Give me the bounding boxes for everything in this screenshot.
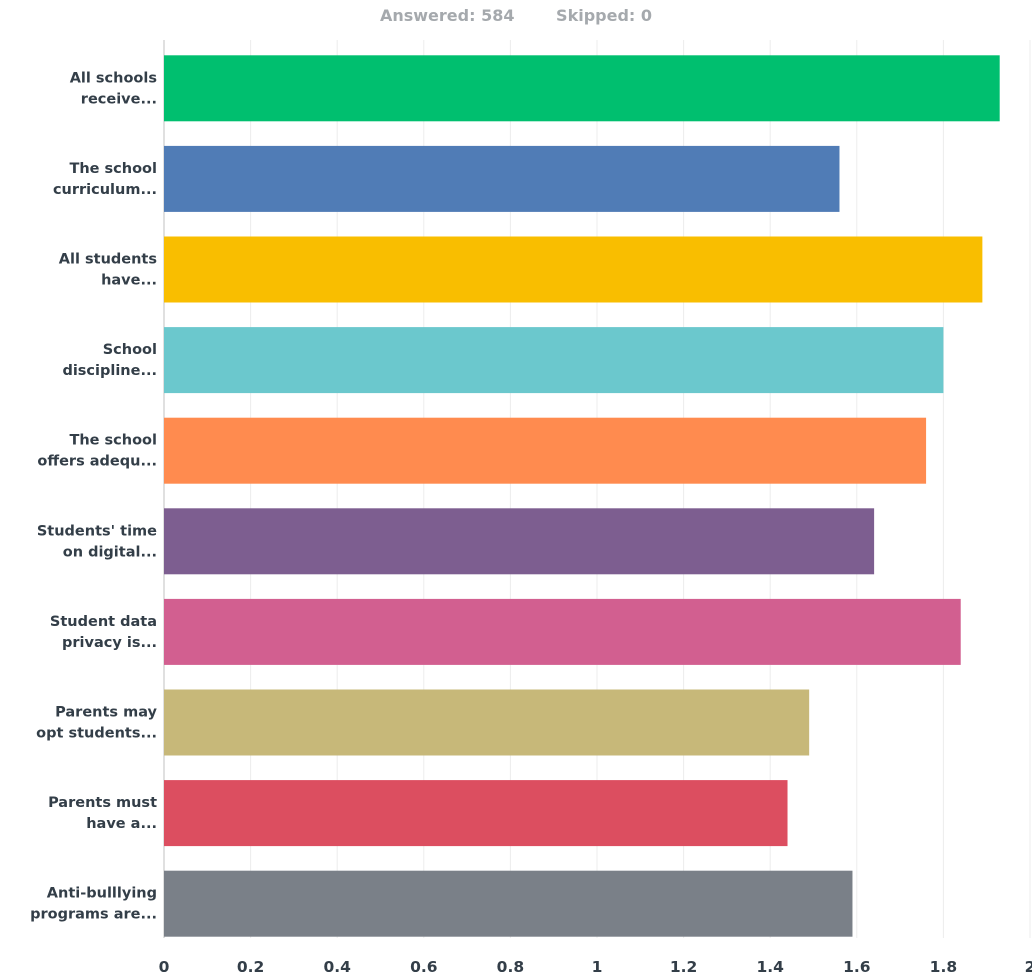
category-label: discipline...: [62, 363, 157, 379]
category-label: The school: [69, 161, 157, 177]
category-label: All schools: [70, 70, 157, 86]
x-tick-label: 0.2: [237, 958, 264, 976]
bar: [164, 417, 927, 484]
category-labels: All schools receive... The school curriculu…: [30, 70, 157, 922]
bar: [164, 598, 961, 665]
category-label: Students' time: [37, 523, 157, 539]
bar: [164, 55, 1000, 122]
answered-value: 584: [481, 6, 515, 25]
category-label: Student data: [50, 614, 157, 630]
response-summary: Answered: 584 Skipped: 0: [0, 6, 1032, 25]
x-tick-label: 0.8: [497, 958, 524, 976]
bar: [164, 870, 853, 937]
category-label: offers adequ...: [37, 454, 157, 470]
x-tick-label: 0.6: [410, 958, 437, 976]
bar: [164, 145, 840, 212]
skipped-label: Skipped:: [556, 6, 636, 25]
x-tick-label: 0: [159, 958, 170, 976]
x-tick-label: 1.6: [843, 958, 870, 976]
skipped-value: 0: [640, 6, 653, 25]
x-tick-label: 1.4: [756, 958, 784, 976]
category-label: receive...: [81, 91, 157, 107]
bar: [164, 689, 810, 756]
category-label: Anti-bulllying: [47, 886, 157, 902]
category-label: Parents must: [48, 795, 157, 811]
bar: [164, 508, 875, 575]
x-tick-label: 2: [1025, 958, 1032, 976]
x-tick-label: 1.8: [930, 958, 957, 976]
skipped-stat: Skipped: 0: [556, 6, 652, 25]
bar: [164, 327, 944, 394]
category-label: Parents may: [55, 705, 157, 721]
category-label: have...: [101, 273, 157, 289]
category-label: on digital...: [63, 544, 157, 560]
category-label: School: [103, 342, 157, 358]
category-label: privacy is...: [62, 635, 157, 651]
x-tick-label: 0.4: [323, 958, 351, 976]
bar: [164, 780, 788, 847]
category-label: The school: [69, 433, 157, 449]
answered-label: Answered:: [379, 6, 476, 25]
category-label: have a...: [86, 816, 157, 832]
category-label: programs are...: [30, 907, 157, 923]
x-tick-label: 1: [592, 958, 603, 976]
bar: [164, 236, 983, 303]
answered-stat: Answered: 584: [380, 6, 520, 25]
x-axis-ticks: 0 0.2 0.4 0.6 0.8 1 1.2 1.4 1.6 1.8 2: [159, 958, 1032, 976]
x-tick-label: 1.2: [670, 958, 697, 976]
category-label: curriculum...: [53, 182, 157, 198]
category-label: All students: [59, 252, 157, 268]
category-label: opt students...: [36, 726, 157, 742]
bars: [164, 55, 1000, 937]
